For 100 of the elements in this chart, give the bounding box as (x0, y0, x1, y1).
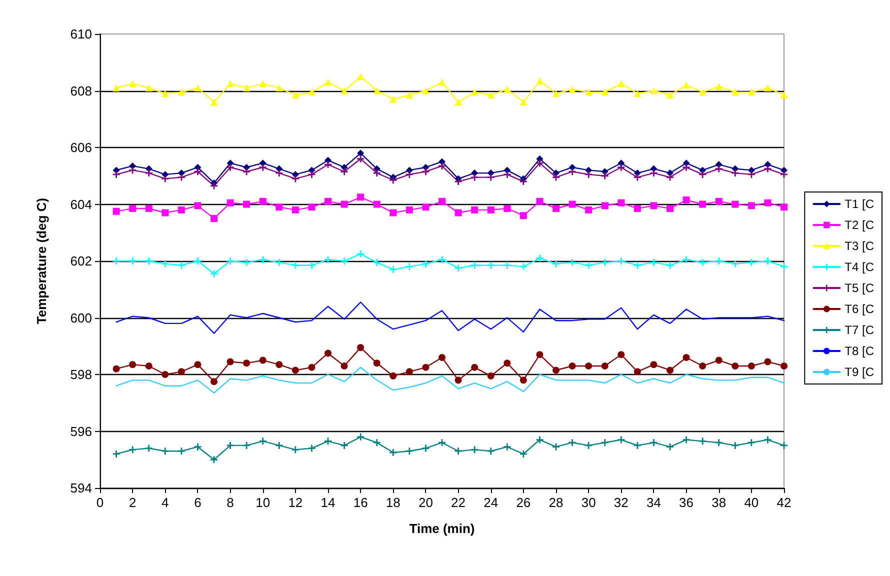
x-tick-label: 16 (353, 495, 368, 510)
point (634, 442, 641, 449)
point (145, 170, 152, 177)
point (585, 206, 592, 214)
point (210, 378, 218, 386)
point (112, 84, 120, 92)
point (601, 258, 608, 266)
point (504, 360, 511, 367)
y-tick-label: 594 (70, 480, 92, 496)
point (112, 365, 120, 372)
point (568, 200, 576, 208)
legend-label: T1 [C (844, 197, 874, 211)
point (666, 174, 674, 181)
point (276, 361, 283, 368)
point (357, 250, 364, 258)
x-tick-label: 18 (386, 495, 400, 510)
x-tick-label: 2 (128, 495, 136, 510)
point (732, 260, 739, 268)
point (324, 256, 332, 264)
point (129, 258, 136, 264)
point (715, 198, 722, 205)
point (373, 170, 380, 177)
point (178, 262, 185, 269)
point (390, 96, 397, 103)
point (634, 368, 641, 376)
point (585, 262, 592, 269)
point (504, 443, 511, 450)
point (601, 439, 608, 446)
point (259, 80, 266, 88)
point (634, 205, 641, 212)
point (226, 199, 234, 206)
y-axis-title: Temperature (deg C) (34, 198, 49, 324)
point (259, 356, 266, 364)
point (357, 344, 364, 352)
line-series (116, 302, 785, 334)
point (568, 439, 576, 446)
point (357, 433, 364, 440)
x-tick-label: 4 (162, 495, 169, 510)
point (226, 358, 234, 366)
point (634, 174, 641, 181)
point (357, 194, 364, 201)
point (226, 80, 234, 88)
point (520, 263, 527, 270)
y-tick-label: 602 (70, 254, 92, 268)
point (438, 198, 446, 205)
point (292, 366, 299, 374)
point (406, 368, 413, 376)
line-series (116, 366, 785, 394)
point (682, 436, 690, 444)
x-tick-label: 36 (679, 495, 694, 510)
point (748, 202, 755, 210)
point (601, 88, 608, 96)
point (764, 436, 772, 444)
point (699, 88, 706, 96)
point (406, 92, 413, 99)
point (308, 262, 316, 269)
point (487, 174, 494, 181)
point (682, 82, 690, 89)
point (390, 449, 397, 456)
point (780, 204, 788, 211)
point (276, 84, 283, 92)
point (259, 256, 266, 264)
x-tick-label: 30 (581, 495, 596, 510)
point (780, 263, 788, 270)
x-tick-label: 0 (96, 495, 104, 510)
point (520, 98, 527, 106)
y-tick-label: 608 (70, 83, 92, 98)
point (601, 202, 608, 210)
point (390, 176, 397, 184)
point (194, 168, 202, 176)
point (194, 202, 202, 210)
point (715, 356, 722, 364)
point (471, 174, 478, 181)
point (292, 206, 299, 214)
point (210, 270, 218, 278)
x-tick-label: 8 (226, 495, 234, 510)
legend-label: T2 [C (844, 218, 874, 232)
point (471, 446, 478, 454)
x-tick-label: 22 (451, 495, 466, 510)
point (715, 258, 722, 264)
point (504, 205, 511, 212)
point (650, 87, 658, 94)
point (438, 158, 446, 166)
point (162, 260, 169, 268)
point (666, 92, 674, 99)
point (552, 443, 560, 450)
point (422, 364, 430, 371)
legend-label: T3 [C (844, 239, 874, 253)
point (308, 364, 316, 371)
point (764, 258, 772, 264)
point (682, 164, 690, 171)
point (178, 174, 185, 181)
legend-label: T6 [C (844, 302, 874, 316)
x-tick-label: 10 (256, 495, 270, 510)
point (764, 165, 772, 172)
point (764, 358, 772, 366)
point (340, 87, 348, 94)
point (162, 209, 169, 216)
point (292, 446, 299, 454)
point (601, 172, 608, 180)
